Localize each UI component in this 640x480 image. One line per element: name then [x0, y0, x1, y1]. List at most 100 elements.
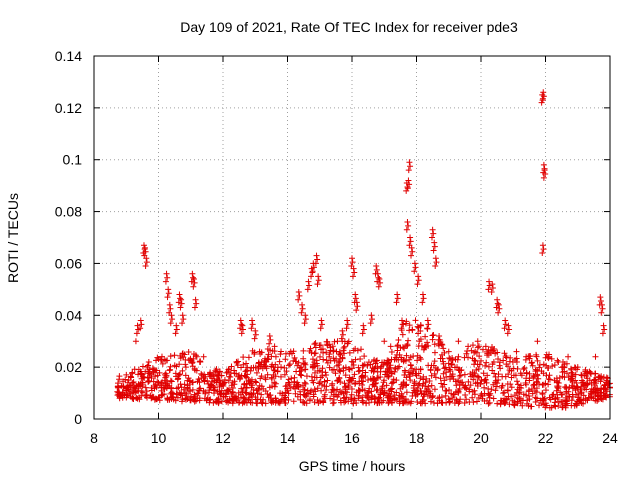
data-point: [514, 386, 521, 393]
data-point: [408, 398, 415, 405]
data-point: [311, 341, 318, 348]
data-point: [377, 368, 384, 375]
data-point: [323, 371, 330, 378]
data-point: [297, 388, 304, 395]
data-point: [183, 396, 190, 403]
axis-ticks: [93, 55, 611, 420]
data-point: [168, 394, 175, 401]
data-point: [422, 333, 429, 340]
data-point: [496, 305, 503, 312]
data-point: [329, 400, 336, 407]
data-point: [474, 361, 481, 368]
data-point: [281, 371, 288, 378]
data-point: [279, 390, 286, 397]
data-point: [190, 283, 197, 290]
data-point: [127, 373, 134, 380]
data-point: [490, 358, 497, 365]
data-point: [158, 392, 165, 399]
data-point: [243, 380, 250, 387]
data-point: [428, 372, 435, 379]
data-point: [345, 384, 352, 391]
data-point: [320, 356, 327, 363]
data-point: [532, 366, 539, 373]
data-point: [299, 382, 306, 389]
data-point: [226, 386, 233, 393]
data-point: [339, 327, 346, 334]
data-point: [204, 377, 211, 384]
data-point: [439, 355, 446, 362]
data-point: [341, 343, 348, 350]
data-point: [592, 353, 599, 360]
data-point: [350, 362, 357, 369]
data-point: [597, 298, 604, 305]
data-point: [540, 93, 547, 100]
data-point: [312, 388, 319, 395]
data-point: [331, 338, 338, 345]
data-point: [140, 242, 147, 249]
data-point: [419, 398, 426, 405]
data-point: [500, 390, 507, 397]
data-point: [240, 354, 247, 361]
data-point: [555, 358, 562, 365]
data-point: [471, 387, 478, 394]
data-point: [441, 365, 448, 372]
data-point: [190, 350, 197, 357]
data-point: [177, 371, 184, 378]
data-point: [266, 384, 273, 391]
data-point: [541, 167, 548, 174]
data-point: [245, 396, 252, 403]
data-point: [538, 99, 545, 106]
data-point: [467, 370, 474, 377]
data-point: [474, 344, 481, 351]
data-point: [489, 281, 496, 288]
data-point: [404, 341, 411, 348]
data-point: [252, 331, 259, 338]
data-point: [340, 347, 347, 354]
data-point: [474, 338, 481, 345]
data-point: [484, 372, 491, 379]
data-point: [492, 377, 499, 384]
data-point: [501, 389, 508, 396]
data-point: [411, 268, 418, 275]
data-point: [223, 398, 230, 405]
data-point: [248, 325, 255, 332]
data-point: [242, 368, 249, 375]
data-point: [445, 348, 452, 355]
data-point: [520, 366, 527, 373]
data-point: [408, 244, 415, 251]
data-point: [189, 379, 196, 386]
data-point: [414, 399, 421, 406]
data-point: [414, 352, 421, 359]
data-point: [383, 382, 390, 389]
data-point: [581, 381, 588, 388]
data-point: [427, 366, 434, 373]
data-point: [417, 387, 424, 394]
data-point: [465, 343, 472, 350]
data-point: [340, 395, 347, 402]
data-point: [287, 384, 294, 391]
data-point: [168, 312, 175, 319]
data-point: [367, 361, 374, 368]
data-point: [583, 386, 590, 393]
data-point: [466, 398, 473, 405]
data-point: [558, 391, 565, 398]
data-point: [344, 317, 351, 324]
data-point: [543, 372, 550, 379]
data-point: [445, 396, 452, 403]
data-point: [356, 388, 363, 395]
data-point: [505, 393, 512, 400]
data-point: [551, 399, 558, 406]
data-point: [489, 367, 496, 374]
data-point: [505, 322, 512, 329]
data-point: [321, 383, 328, 390]
data-point: [343, 325, 350, 332]
data-point: [385, 393, 392, 400]
data-point: [223, 369, 230, 376]
data-point: [311, 350, 318, 357]
data-point: [538, 368, 545, 375]
data-point: [541, 395, 548, 402]
data-point: [137, 371, 144, 378]
data-point: [429, 332, 436, 339]
x-axis-label: GPS time / hours: [299, 458, 406, 474]
